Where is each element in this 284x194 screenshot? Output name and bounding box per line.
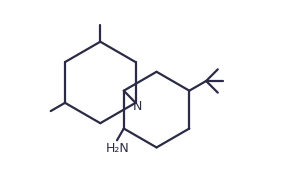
Text: H₂N: H₂N (106, 142, 130, 155)
Text: N: N (133, 100, 143, 113)
